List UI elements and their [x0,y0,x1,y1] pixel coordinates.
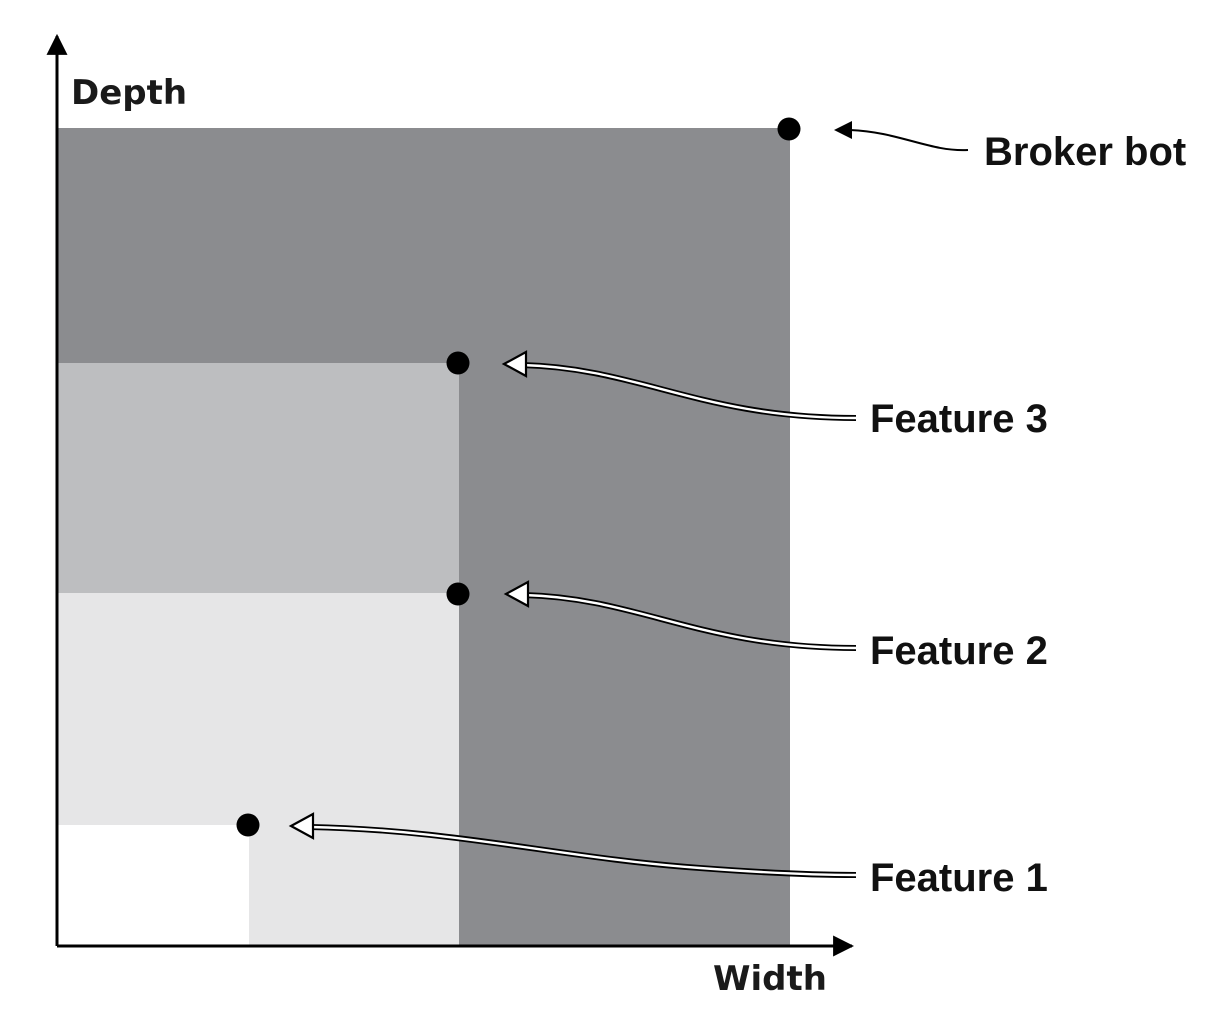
broker-bot-point [777,117,801,141]
broker-bot-arrow-head [834,121,852,139]
feature-3-point [446,351,470,375]
feature-2-arrow-head [503,580,530,608]
feature-1-arrow-line-inner [309,825,857,877]
feature-1-arrow-head [288,812,315,840]
feature-1-label: Feature 1 [870,856,1048,900]
y-axis-label: Depth [71,73,187,113]
feature-2-arrow-line-inner [523,593,857,650]
broker-bot-arrow-line [849,129,969,152]
feature-3-label: Feature 3 [870,397,1048,441]
feature-1-point [236,813,260,837]
broker-bot-label: Broker bot [984,130,1186,174]
feature-2-point [446,582,470,606]
feature-1-region [57,825,249,946]
feature-3-arrow-line-inner [521,363,857,420]
feature-3-arrow-head [501,350,528,378]
x-axis-label: Width [713,959,827,999]
feature-2-label: Feature 2 [870,629,1048,673]
